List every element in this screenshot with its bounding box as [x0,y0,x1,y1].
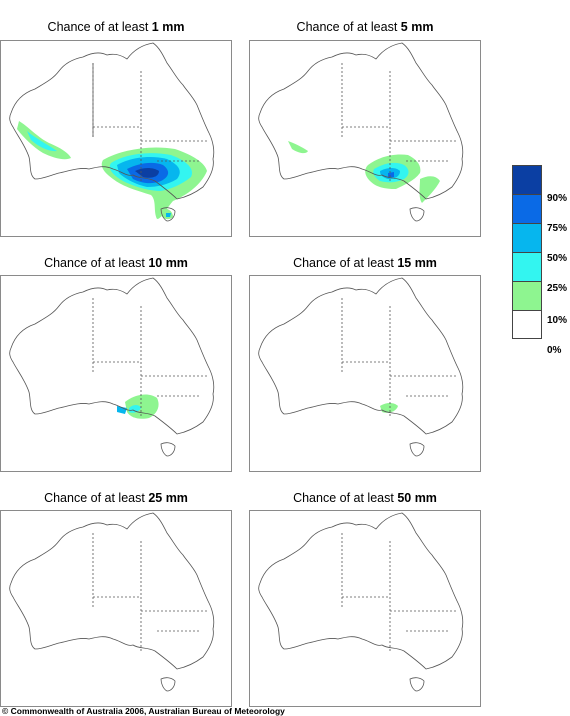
probability-legend [512,165,542,339]
rain-areas-1mm [17,121,207,220]
panel-title-5mm: Chance of at least 5 mm [296,20,434,34]
panel-title-1mm: Chance of at least 1 mm [47,20,185,34]
legend-label-75: 75% [547,223,568,234]
australia-outline [9,42,215,222]
panel-title-25mm: Chance of at least 25 mm [44,491,188,505]
map-15mm [249,275,481,472]
panel-title-15mm: Chance of at least 15 mm [293,256,437,270]
legend-swatch-75 [512,194,542,223]
australia-outline [258,512,464,692]
legend-label-0: 0% [547,345,562,356]
map-5mm [249,40,481,237]
australia-outline [258,42,464,222]
legend-label-10: 10% [547,315,568,326]
map-25mm [0,510,232,707]
panel-title-50mm: Chance of at least 50 mm [293,491,437,505]
panel-title-10mm: Chance of at least 10 mm [44,256,188,270]
map-50mm [249,510,481,707]
legend-swatch-50 [512,223,542,252]
australia-outline [258,277,464,457]
australia-outline [9,512,215,692]
australia-outline [9,277,215,457]
legend-label-25: 25% [547,283,568,294]
rain-areas-15mm [380,403,398,413]
legend-label-90: 90% [547,193,568,204]
map-10mm [0,275,232,472]
legend-swatch-25 [512,252,542,281]
copyright-notice: © Commonwealth of Australia 2006, Austra… [2,706,285,716]
map-1mm [0,40,232,237]
legend-swatch-90 [512,165,542,194]
legend-label-50: 50% [547,253,568,264]
legend-swatch-10 [512,281,542,310]
rain-areas-10mm [117,394,159,419]
legend-swatch-0 [512,310,542,339]
